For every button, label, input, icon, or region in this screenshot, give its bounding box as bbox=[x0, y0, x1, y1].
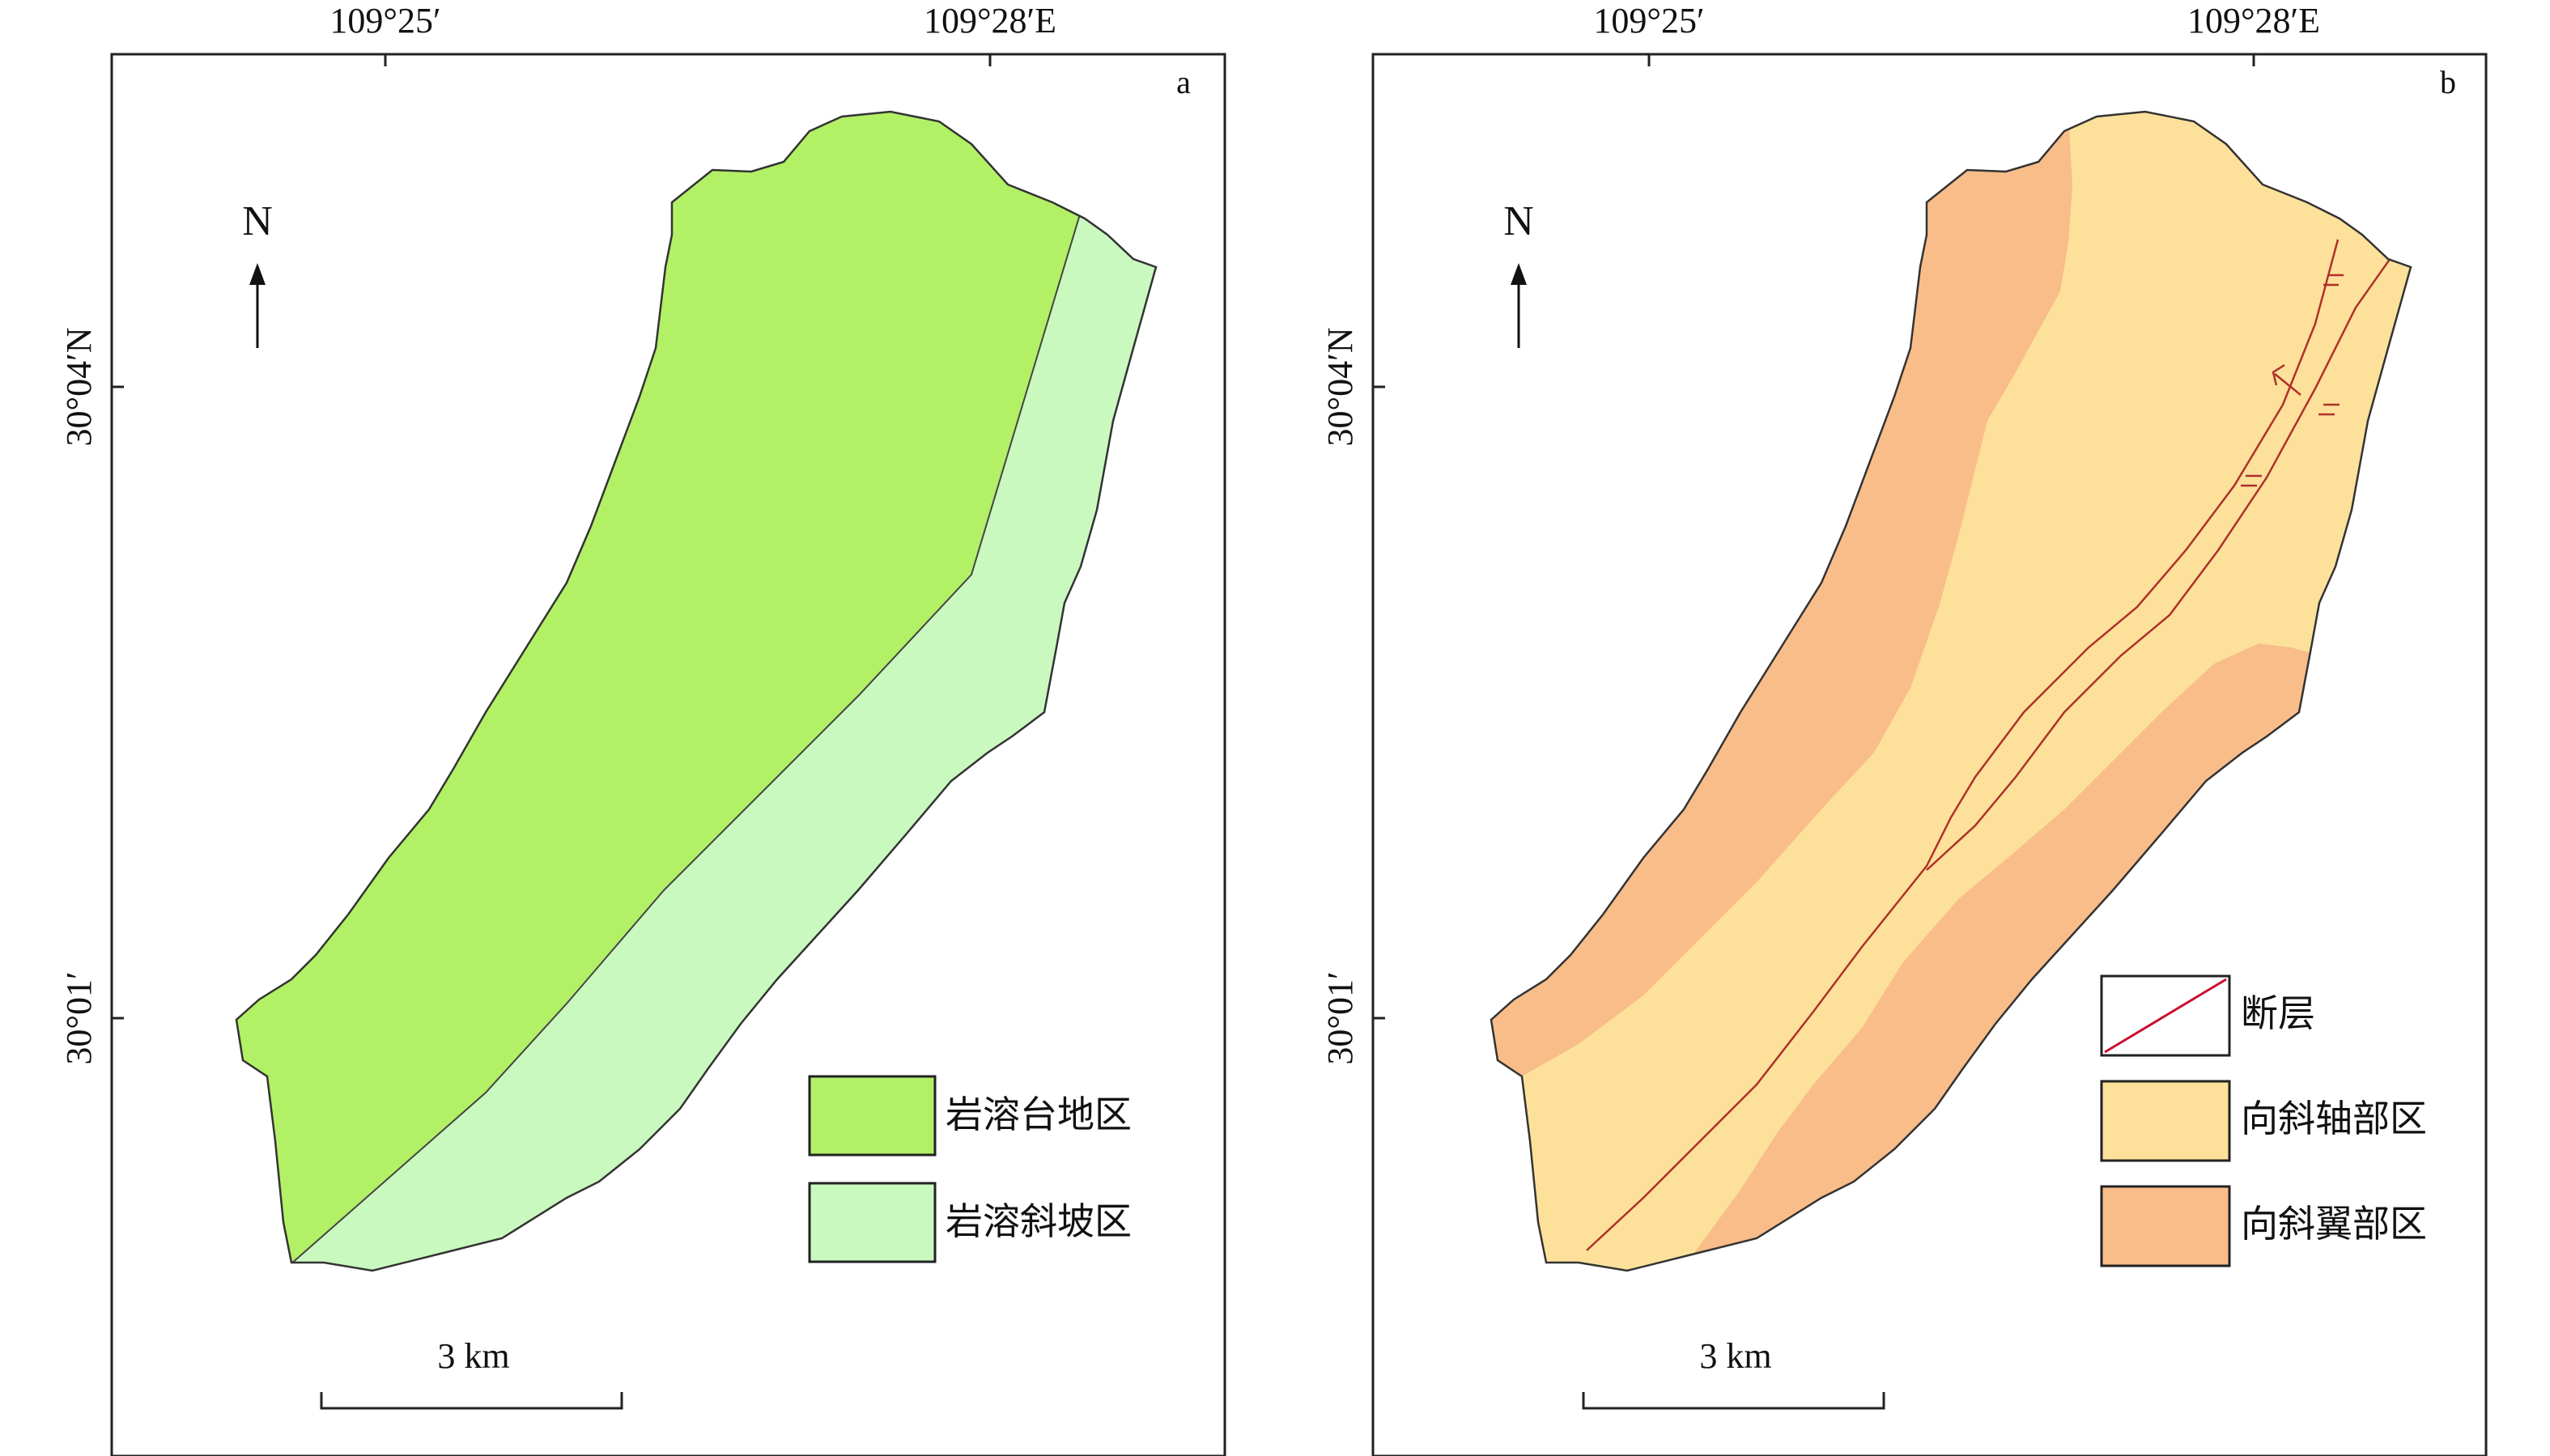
north-arrow: N bbox=[1503, 198, 1534, 348]
legend-label: 向斜翼部区 bbox=[2241, 1203, 2427, 1245]
legend-swatch bbox=[808, 1182, 937, 1263]
legend: 断层 向斜轴部区 向斜翼部区 bbox=[2100, 974, 2427, 1267]
panel-a: 109°25′ 109°28′E 30°04′N 30°01′ a N bbox=[59, 1, 1226, 1456]
legend-swatch bbox=[2100, 1185, 2231, 1267]
left-tick-label: 30°04′N bbox=[59, 328, 99, 447]
fault-ticks bbox=[2241, 274, 2344, 487]
region-outline bbox=[1490, 110, 2412, 1272]
north-arrow: N bbox=[242, 198, 273, 348]
north-label: N bbox=[242, 198, 273, 244]
top-tick-label: 109°28′E bbox=[2187, 1, 2320, 40]
syncline-axis-zone bbox=[1522, 113, 2411, 1271]
legend-item: 岩溶斜坡区 bbox=[808, 1182, 1132, 1263]
left-tick-label: 30°01′ bbox=[59, 971, 99, 1064]
scale-bar: 3 km bbox=[1582, 1336, 1885, 1410]
legend-item: 向斜轴部区 bbox=[2100, 1080, 2427, 1162]
fault-symbol bbox=[2104, 978, 2227, 1054]
legend-swatch bbox=[2100, 1080, 2231, 1162]
fault-line bbox=[1586, 239, 2340, 1251]
legend-item: 向斜翼部区 bbox=[2100, 1185, 2427, 1267]
left-tick-label: 30°01′ bbox=[1320, 971, 1360, 1064]
zone-boundary bbox=[283, 197, 1086, 1271]
scale-label: 3 km bbox=[437, 1336, 509, 1376]
legend-swatch bbox=[808, 1075, 937, 1157]
top-tick-label: 109°25′ bbox=[1593, 1, 1704, 40]
top-tick-label: 109°28′E bbox=[924, 1, 1056, 40]
region-outline bbox=[235, 110, 1158, 1272]
top-tick-label: 109°25′ bbox=[329, 1, 440, 40]
legend-item: 岩溶台地区 bbox=[808, 1075, 1132, 1157]
legend-label: 岩溶斜坡区 bbox=[946, 1201, 1132, 1242]
left-tick-label: 30°04′N bbox=[1320, 328, 1360, 447]
legend-item: 断层 bbox=[2100, 974, 2315, 1057]
north-label: N bbox=[1503, 198, 1534, 244]
fault-motion-arrow bbox=[2272, 363, 2301, 396]
panel-label: b bbox=[2440, 64, 2456, 100]
legend-label: 断层 bbox=[2241, 993, 2315, 1034]
legend: 岩溶台地区 岩溶斜坡区 bbox=[808, 1075, 1132, 1263]
scale-label: 3 km bbox=[1699, 1336, 1771, 1376]
fault-line bbox=[1926, 236, 2408, 871]
legend-label: 岩溶台地区 bbox=[946, 1094, 1132, 1136]
legend-label: 向斜轴部区 bbox=[2241, 1098, 2427, 1140]
scale-bar: 3 km bbox=[320, 1336, 623, 1410]
panel-label: a bbox=[1176, 64, 1191, 100]
panel-b: 109°25′ 109°28′E 30°04′N 30°01′ b N bbox=[1320, 1, 2488, 1456]
